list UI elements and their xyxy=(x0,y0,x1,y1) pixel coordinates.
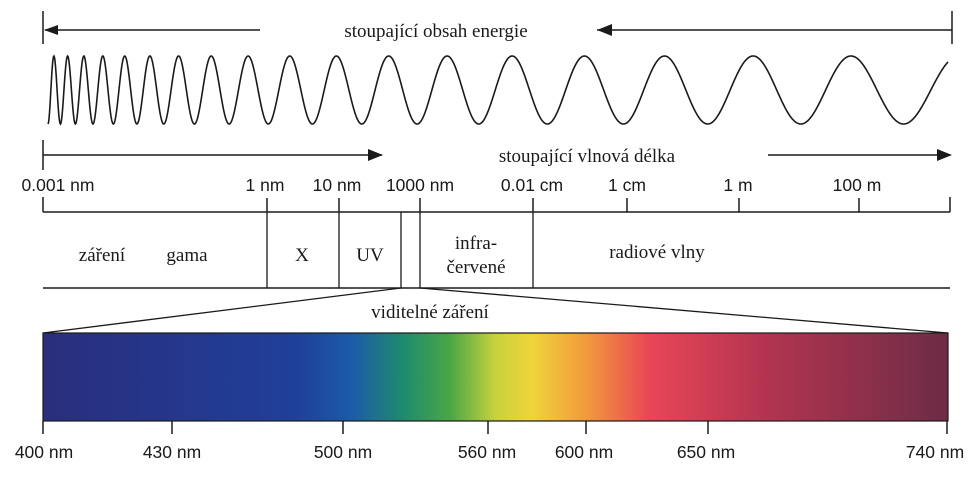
scale-tick-label: 10 nm xyxy=(313,175,362,195)
scale-tick-label: 0.01 cm xyxy=(501,175,563,195)
wavelength-arrow: stoupající vlnová délka xyxy=(42,140,952,170)
region-infrared-line1: infra- xyxy=(455,233,497,254)
region-infrared-line2: červené xyxy=(446,257,505,278)
wavelength-label: stoupající vlnová délka xyxy=(499,146,676,167)
wavelength-scale: 0.001 nm 1 nm 10 nm 1000 nm 0.01 cm 1 cm… xyxy=(22,175,951,213)
visible-tick-label: 650 nm xyxy=(677,442,735,462)
scale-tick-label: 1 cm xyxy=(608,175,646,195)
visible-tick-label: 560 nm xyxy=(458,442,516,462)
scale-tick-label: 1 m xyxy=(723,175,752,195)
region-band: záření gama X UV infra- červené radiové … xyxy=(43,212,950,289)
visible-tick-label: 600 nm xyxy=(555,442,613,462)
region-gamma-word2: gama xyxy=(166,245,208,266)
region-xray: X xyxy=(295,245,309,266)
visible-tick-label: 430 nm xyxy=(143,442,201,462)
region-radio: radiové vlny xyxy=(609,242,705,263)
scale-tick-label: 100 m xyxy=(833,175,882,195)
visible-tick-label: 400 nm xyxy=(15,442,73,462)
visible-label: viditelné záření xyxy=(371,302,489,323)
visible-tick-label: 740 nm xyxy=(906,442,964,462)
scale-tick-label: 1 nm xyxy=(246,175,285,195)
energy-label: stoupající obsah energie xyxy=(344,21,527,42)
visible-spectrum-bar xyxy=(42,332,949,422)
region-uv: UV xyxy=(356,245,384,266)
wave-illustration xyxy=(47,54,949,126)
scale-tick-label: 1000 nm xyxy=(386,175,454,195)
region-gamma-word1: záření xyxy=(79,245,126,266)
visible-tick-label: 500 nm xyxy=(314,442,372,462)
energy-arrow: stoupající obsah energie xyxy=(42,11,953,44)
visible-scale: 400 nm 430 nm 500 nm 560 nm 600 nm 650 n… xyxy=(15,421,964,462)
visible-zoom-lines: viditelné záření xyxy=(42,287,949,334)
scale-tick-label: 0.001 nm xyxy=(22,175,95,195)
